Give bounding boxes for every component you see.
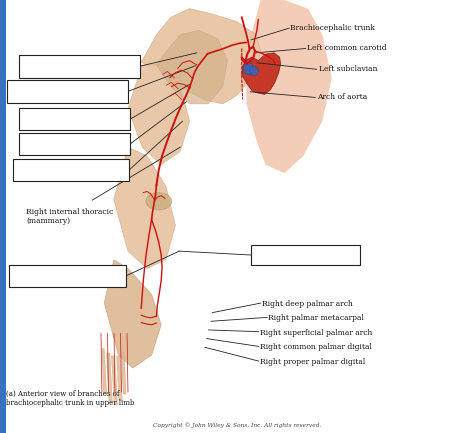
Text: Arch of aorta: Arch of aorta (317, 94, 367, 101)
Polygon shape (104, 260, 161, 368)
Ellipse shape (243, 62, 254, 74)
FancyBboxPatch shape (0, 0, 6, 433)
FancyBboxPatch shape (13, 159, 129, 181)
Text: Copyright © John Wiley & Sons, Inc. All rights reserved.: Copyright © John Wiley & Sons, Inc. All … (153, 422, 321, 428)
Text: Right common palmar digital: Right common palmar digital (260, 343, 372, 351)
Text: Right superficial palmar arch: Right superficial palmar arch (260, 329, 372, 336)
Polygon shape (246, 0, 332, 173)
Text: Right proper palmar digital: Right proper palmar digital (260, 358, 365, 366)
FancyBboxPatch shape (19, 108, 130, 130)
FancyBboxPatch shape (7, 80, 128, 103)
Polygon shape (121, 353, 126, 394)
FancyBboxPatch shape (19, 133, 130, 155)
FancyBboxPatch shape (251, 245, 360, 265)
Polygon shape (133, 9, 261, 104)
Ellipse shape (250, 66, 258, 76)
Polygon shape (117, 356, 122, 401)
Text: (a) Anterior view of branches of
brachiocephalic trunk in upper limb: (a) Anterior view of branches of brachio… (6, 390, 134, 407)
Text: Brachiocephalic trunk: Brachiocephalic trunk (290, 24, 375, 32)
Polygon shape (242, 53, 281, 94)
Text: Right palmar metacarpal: Right palmar metacarpal (268, 314, 364, 322)
Polygon shape (114, 147, 175, 268)
Polygon shape (128, 65, 190, 165)
FancyBboxPatch shape (9, 265, 126, 287)
Text: Left subclavian: Left subclavian (319, 65, 377, 73)
Text: Right deep palmar arch: Right deep palmar arch (262, 300, 353, 308)
Polygon shape (111, 356, 118, 405)
Polygon shape (107, 353, 112, 403)
Ellipse shape (146, 193, 172, 210)
FancyBboxPatch shape (19, 55, 140, 78)
Text: Right internal thoracic
(mammary): Right internal thoracic (mammary) (26, 208, 113, 225)
Polygon shape (156, 30, 228, 104)
Polygon shape (102, 349, 107, 394)
Text: Left common carotid: Left common carotid (307, 45, 387, 52)
